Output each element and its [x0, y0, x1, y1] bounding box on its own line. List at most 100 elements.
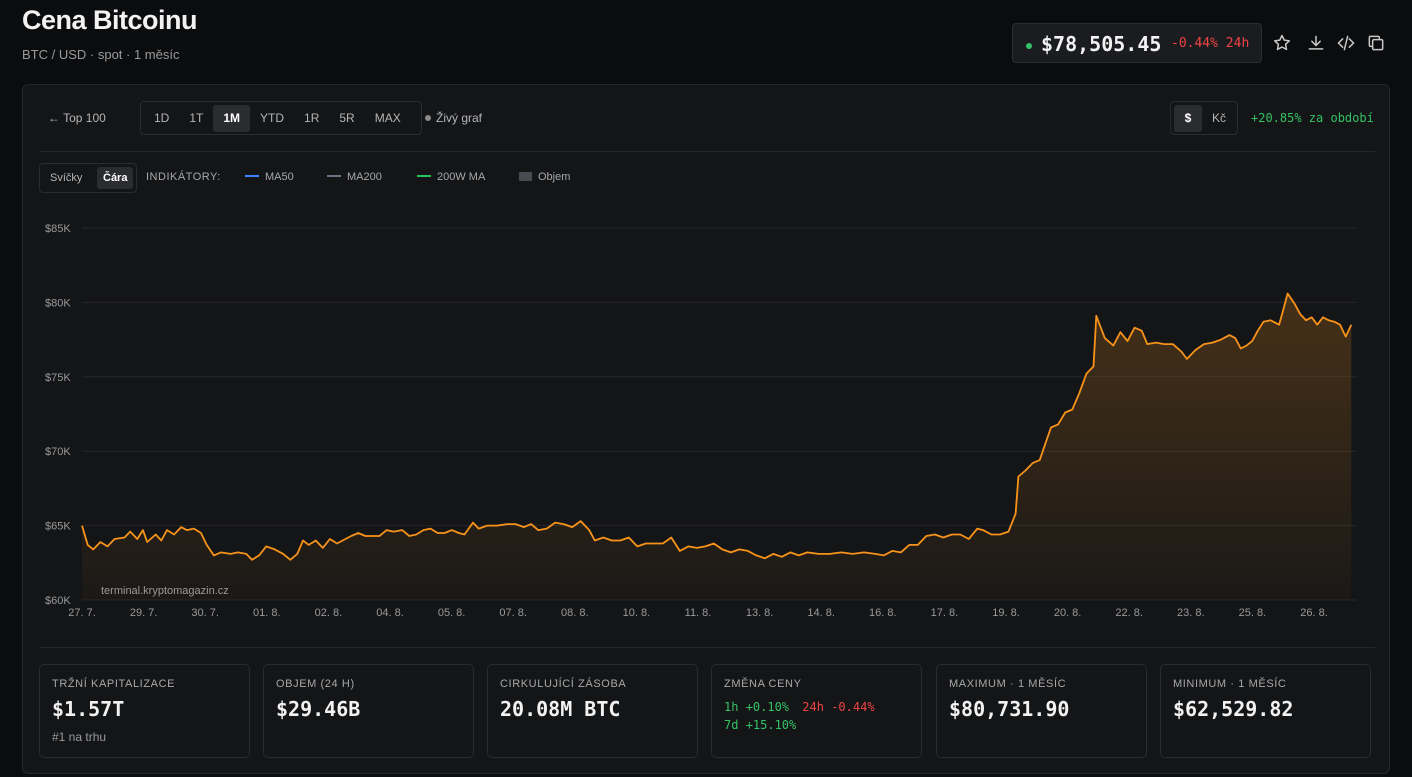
change-1h-24h: 1h +0.10% 24h -0.44% — [724, 700, 875, 714]
x-tick-label: 22. 8. — [1115, 607, 1143, 619]
change-7d: 7d +15.10% — [724, 718, 796, 732]
chart-toolbar: ← Top 100 1D 1T 1M YTD 1R 5R MAX Živý gr… — [39, 101, 1375, 137]
change-1h-label: 1h — [724, 700, 739, 714]
x-tick-label: 27. 7. — [68, 607, 96, 619]
range-1m-button[interactable]: 1M — [213, 104, 251, 132]
indicators-label: INDIKÁTORY: — [146, 171, 221, 183]
stat-value: 20.08M BTC — [500, 697, 621, 721]
change-24h-value: -0.44% — [831, 700, 875, 714]
stat-label: TRŽNÍ KAPITALIZACE — [52, 678, 176, 690]
star-icon[interactable] — [1272, 33, 1292, 53]
stat-card-price-change: ZMĚNA CENY 1h +0.10% 24h -0.44% 7d +15.1… — [711, 664, 922, 758]
range-1d-button[interactable]: 1D — [154, 110, 170, 125]
ma50-toggle[interactable]: MA50 — [245, 171, 294, 183]
x-tick-label: 04. 8. — [376, 607, 404, 619]
x-tick-label: 29. 7. — [130, 607, 158, 619]
stat-sub: #1 na trhu — [52, 730, 107, 744]
stat-card-market-cap: TRŽNÍ KAPITALIZACE $1.57T #1 na trhu — [39, 664, 250, 758]
x-axis: 27. 7. 29. 7. 30. 7. 01. 8. 02. 8. 04. 8. 05. … — [68, 607, 1328, 619]
change-7d-label: 7d — [724, 718, 739, 732]
y-tick-label: $65K — [45, 521, 71, 533]
y-tick-label: $60K — [45, 595, 71, 607]
live-dot-icon — [425, 115, 431, 121]
page-title: Cena Bitcoinu — [22, 5, 198, 35]
page-header: Cena Bitcoinu BTC / USD · spot · 1 měsíc… — [0, 0, 1412, 84]
download-icon[interactable] — [1306, 33, 1326, 53]
range-max-button[interactable]: MAX — [374, 110, 401, 125]
chart-panel: ← Top 100 1D 1T 1M YTD 1R 5R MAX Živý gr… — [22, 84, 1390, 774]
code-icon[interactable] — [1336, 33, 1356, 53]
x-tick-label: 19. 8. — [992, 607, 1020, 619]
ma200w-toggle[interactable]: 200W MA — [417, 171, 485, 183]
y-tick-label: $75K — [45, 372, 71, 384]
indicator-bar: Svíčky Čára INDIKÁTORY: MA50 MA200 200W … — [39, 163, 939, 193]
period-change: +20.85% za období — [1251, 111, 1374, 125]
y-tick-label: $85K — [45, 223, 71, 235]
ma200w-swatch — [417, 175, 431, 177]
current-price: $78,505.45 — [1041, 32, 1162, 56]
change-7d-value: +15.10% — [745, 718, 797, 732]
live-chart-label: Živý graf — [436, 111, 483, 125]
volume-swatch — [519, 172, 532, 181]
divider — [39, 151, 1375, 152]
x-tick-label: 14. 8. — [807, 607, 835, 619]
price-change-24h: -0.44% 24h — [1171, 36, 1250, 51]
ma200-swatch — [327, 175, 341, 177]
stat-card-supply: CIRKULUJÍCÍ ZÁSOBA 20.08M BTC — [487, 664, 698, 758]
x-tick-label: 02. 8. — [315, 607, 343, 619]
ma50-swatch — [245, 175, 259, 177]
ma50-label: MA50 — [265, 171, 294, 183]
price-area — [82, 293, 1352, 600]
candles-button[interactable]: Svíčky — [50, 172, 83, 184]
x-tick-label: 07. 8. — [499, 607, 527, 619]
currency-usd-button[interactable]: $ — [1174, 105, 1202, 132]
x-tick-label: 08. 8. — [561, 607, 589, 619]
ma200-toggle[interactable]: MA200 — [327, 171, 382, 183]
y-axis: $60K $65K $70K $75K $80K $85K — [45, 223, 71, 607]
back-to-top100-link[interactable]: ← Top 100 — [48, 111, 106, 125]
copy-icon[interactable] — [1366, 33, 1386, 53]
change-24h-label: 24h — [802, 700, 824, 714]
x-tick-label: 25. 8. — [1239, 607, 1267, 619]
x-tick-label: 17. 8. — [931, 607, 959, 619]
divider — [39, 647, 1375, 648]
stat-value: $80,731.90 — [949, 697, 1070, 721]
price-line — [81, 292, 1353, 561]
range-1r-button[interactable]: 1R — [304, 110, 320, 125]
price-chart[interactable]: $60K $65K $70K $75K $80K $85K 27. 7. 29. 7. 30.… — [23, 85, 1391, 645]
line-button[interactable]: Čára — [97, 167, 134, 189]
chart-watermark: terminal.kryptomagazin.cz — [101, 585, 229, 597]
stat-label: MAXIMUM · 1 MĚSÍC — [949, 678, 1067, 690]
x-tick-label: 11. 8. — [685, 607, 712, 619]
range-5r-button[interactable]: 5R — [339, 110, 355, 125]
y-tick-label: $70K — [45, 446, 71, 458]
chart-type-selector: Svíčky Čára — [39, 163, 137, 193]
volume-toggle[interactable]: Objem — [519, 171, 570, 183]
x-tick-label: 13. 8. — [746, 607, 774, 619]
x-tick-label: 01. 8. — [253, 607, 281, 619]
change-1h-value: +0.10% — [745, 700, 790, 714]
x-tick-label: 10. 8. — [623, 607, 651, 619]
stat-label: ZMĚNA CENY — [724, 678, 802, 690]
range-ytd-button[interactable]: YTD — [260, 110, 285, 125]
x-tick-label: 05. 8. — [438, 607, 466, 619]
x-tick-label: 30. 7. — [191, 607, 219, 619]
live-status-dot — [1026, 43, 1032, 49]
price-ticker: $78,505.45 -0.44% 24h — [1012, 23, 1262, 63]
stat-label: MINIMUM · 1 MĚSÍC — [1173, 678, 1287, 690]
stat-card-max: MAXIMUM · 1 MĚSÍC $80,731.90 — [936, 664, 1147, 758]
range-1t-button[interactable]: 1T — [189, 110, 204, 125]
stat-value: $62,529.82 — [1173, 697, 1294, 721]
page-subtitle: BTC / USD · spot · 1 měsíc — [22, 47, 180, 62]
y-tick-label: $80K — [45, 297, 71, 309]
stat-label: CIRKULUJÍCÍ ZÁSOBA — [500, 678, 627, 690]
stat-card-min: MINIMUM · 1 MĚSÍC $62,529.82 — [1160, 664, 1371, 758]
currency-selector: $ Kč — [1170, 101, 1238, 135]
x-tick-label: 16. 8. — [869, 607, 897, 619]
time-range-selector: 1D 1T 1M YTD 1R 5R MAX — [140, 101, 422, 135]
live-chart-toggle[interactable]: Živý graf — [425, 111, 482, 125]
currency-czk-button[interactable]: Kč — [1211, 111, 1226, 125]
x-tick-label: 23. 8. — [1177, 607, 1205, 619]
ma200w-label: 200W MA — [437, 171, 486, 183]
stat-value: $29.46B — [276, 697, 361, 721]
